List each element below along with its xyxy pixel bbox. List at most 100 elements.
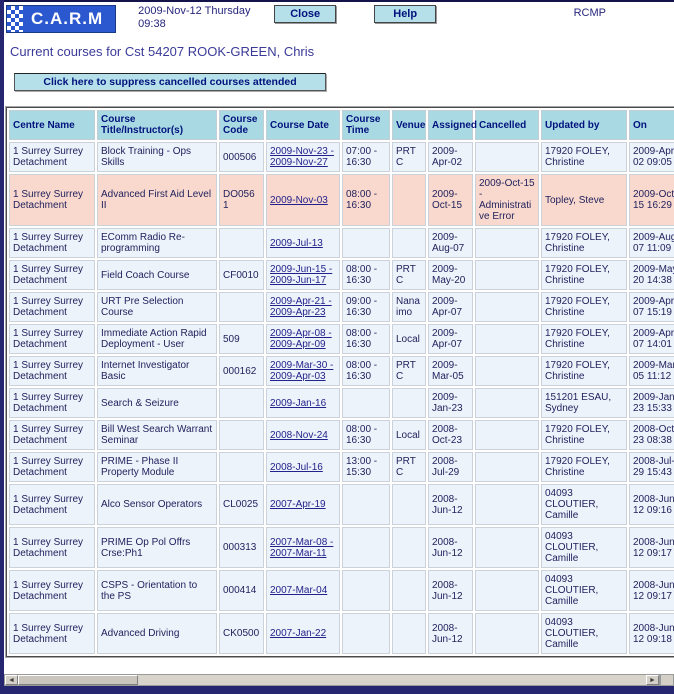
course-code-cell: 000414 bbox=[219, 570, 264, 611]
assigned-cell: 2009-Mar-05 bbox=[428, 356, 473, 386]
on-cell: 2008-Jun-12 09:17 bbox=[629, 570, 674, 611]
assigned-cell: 2009-Aug-07 bbox=[428, 228, 473, 258]
suppress-cancelled-button[interactable]: Click here to suppress cancelled courses… bbox=[14, 73, 326, 91]
current-courses-table: Centre Name Course Title/Instructor(s) Cou… bbox=[5, 106, 674, 658]
course-date-cell: 2009-Apr-08 - 2009-Apr-09 bbox=[266, 324, 340, 354]
assigned-cell: 2009-Jan-23 bbox=[428, 388, 473, 418]
course-date-link[interactable]: 2009-Apr-21 - 2009-Apr-23 bbox=[270, 296, 332, 318]
course-time-cell: 08:00 - 16:30 bbox=[342, 356, 390, 386]
course-date-link[interactable]: 2009-Jan-16 bbox=[270, 397, 327, 409]
horizontal-scrollbar[interactable]: ◄ ► bbox=[4, 674, 660, 686]
window-border-left bbox=[0, 0, 4, 694]
assigned-cell: 2008-Jul-29 bbox=[428, 452, 473, 482]
course-row: 1 Surrey Surrey Detachment Search & Seizu… bbox=[9, 388, 674, 418]
centre-name-cell: 1 Surrey Surrey Detachment bbox=[9, 142, 95, 172]
on-cell: 2009-Jan-23 15:33 bbox=[629, 388, 674, 418]
course-date-cell: 2008-Nov-24 bbox=[266, 420, 340, 450]
course-date-cell: 2008-Jul-16 bbox=[266, 452, 340, 482]
updated-by-cell: Topley, Steve bbox=[541, 174, 627, 226]
column-header: Course Date bbox=[266, 110, 340, 140]
centre-name-cell: 1 Surrey Surrey Detachment bbox=[9, 260, 95, 290]
on-cell: 2009-Aug-07 11:09 bbox=[629, 228, 674, 258]
course-title-cell: URT Pre Selection Course bbox=[97, 292, 217, 322]
course-code-cell: CF0010 bbox=[219, 260, 264, 290]
course-title-cell: Block Training - Ops Skills bbox=[97, 142, 217, 172]
on-cell: 2009-Apr-07 15:19 bbox=[629, 292, 674, 322]
course-code-cell bbox=[219, 420, 264, 450]
course-code-cell: CL0025 bbox=[219, 484, 264, 525]
scroll-right-arrow-icon[interactable]: ► bbox=[646, 675, 659, 685]
venue-cell bbox=[392, 484, 426, 525]
course-code-cell: 509 bbox=[219, 324, 264, 354]
course-code-cell: 000162 bbox=[219, 356, 264, 386]
venue-cell bbox=[392, 174, 426, 226]
course-date-cell: 2007-Mar-04 bbox=[266, 570, 340, 611]
current-courses-title: Current courses for Cst 54207 ROOK-GREEN… bbox=[10, 44, 315, 59]
course-date-link[interactable]: 2007-Mar-08 - 2007-Mar-11 bbox=[270, 536, 334, 559]
course-title-cell: CSPS - Orientation to the PS bbox=[97, 570, 217, 611]
course-time-cell: 07:00 - 16:30 bbox=[342, 142, 390, 172]
course-code-cell: CK0500 bbox=[219, 613, 264, 654]
cancelled-cell bbox=[475, 484, 539, 525]
cancelled-cell bbox=[475, 356, 539, 386]
assigned-cell: 2009-Apr-07 bbox=[428, 292, 473, 322]
centre-name-cell: 1 Surrey Surrey Detachment bbox=[9, 324, 95, 354]
on-cell: 2008-Jul-29 15:43 bbox=[629, 452, 674, 482]
course-row: 1 Surrey Surrey Detachment Alco Sensor Op… bbox=[9, 484, 674, 525]
course-date-link[interactable]: 2008-Nov-24 bbox=[270, 429, 328, 441]
venue-cell bbox=[392, 570, 426, 611]
course-title-cell: Alco Sensor Operators bbox=[97, 484, 217, 525]
course-date-link[interactable]: 2008-Jul-16 bbox=[270, 461, 323, 473]
venue-cell bbox=[392, 527, 426, 568]
cancelled-cell bbox=[475, 260, 539, 290]
centre-name-cell: 1 Surrey Surrey Detachment bbox=[9, 174, 95, 226]
current-time: 09:38 bbox=[138, 18, 166, 30]
cancelled-cell bbox=[475, 324, 539, 354]
course-date-link[interactable]: 2009-Mar-30 - 2009-Apr-03 bbox=[270, 360, 334, 382]
course-row: 1 Surrey Surrey Detachment Block Training… bbox=[9, 142, 674, 172]
course-date-link[interactable]: 2007-Jan-22 bbox=[270, 628, 327, 639]
updated-by-cell: 17920 FOLEY, Christine bbox=[541, 292, 627, 322]
course-date-link[interactable]: 2007-Apr-19 bbox=[270, 499, 326, 510]
course-date-link[interactable]: 2009-Nov-03 bbox=[270, 194, 328, 206]
column-header: Course Title/Instructor(s) bbox=[97, 110, 217, 140]
cancelled-cell bbox=[475, 527, 539, 568]
course-code-cell bbox=[219, 452, 264, 482]
course-row: 1 Surrey Surrey Detachment Advanced First… bbox=[9, 174, 674, 226]
course-time-cell bbox=[342, 228, 390, 258]
scroll-thumb[interactable] bbox=[18, 675, 138, 685]
course-date-cell: 2007-Apr-19 bbox=[266, 484, 340, 525]
cancelled-cell bbox=[475, 292, 539, 322]
course-time-cell: 08:00 - 16:30 bbox=[342, 174, 390, 226]
cancelled-cell: 2009-Oct-15 - Administrative Error bbox=[475, 174, 539, 226]
course-row: 1 Surrey Surrey Detachment URT Pre Select… bbox=[9, 292, 674, 322]
close-button[interactable]: Close bbox=[274, 5, 337, 23]
centre-name-cell: 1 Surrey Surrey Detachment bbox=[9, 484, 95, 525]
column-header: Cancelled bbox=[475, 110, 539, 140]
course-date-link[interactable]: 2009-Apr-08 - 2009-Apr-09 bbox=[270, 328, 332, 350]
centre-name-cell: 1 Surrey Surrey Detachment bbox=[9, 527, 95, 568]
current-courses-header-row: Centre Name Course Title/Instructor(s) Cou… bbox=[9, 110, 674, 140]
course-date-cell: 2009-Jan-16 bbox=[266, 388, 340, 418]
centre-name-cell: 1 Surrey Surrey Detachment bbox=[9, 356, 95, 386]
venue-cell: Local bbox=[392, 420, 426, 450]
course-title-cell: Field Coach Course bbox=[97, 260, 217, 290]
course-title-cell: Advanced Driving bbox=[97, 613, 217, 654]
course-date-cell: 2007-Mar-08 - 2007-Mar-11 bbox=[266, 527, 340, 568]
centre-name-cell: 1 Surrey Surrey Detachment bbox=[9, 570, 95, 611]
venue-cell bbox=[392, 613, 426, 654]
scroll-left-arrow-icon[interactable]: ◄ bbox=[5, 675, 18, 685]
course-date-link[interactable]: 2007-Mar-04 bbox=[270, 585, 328, 596]
org-label: RCMP bbox=[573, 7, 606, 19]
help-button[interactable]: Help bbox=[374, 5, 437, 23]
course-date-link[interactable]: 2009-Jul-13 bbox=[270, 237, 323, 249]
updated-by-cell: 17920 FOLEY, Christine bbox=[541, 142, 627, 172]
venue-cell bbox=[392, 388, 426, 418]
course-date-link[interactable]: 2009-Nov-23 - 2009-Nov-27 bbox=[270, 146, 334, 168]
course-date-link[interactable]: 2009-Jun-15 - 2009-Jun-17 bbox=[270, 264, 333, 286]
cancelled-cell bbox=[475, 228, 539, 258]
scroll-track[interactable] bbox=[138, 675, 646, 685]
on-cell: 2009-Oct-15 16:29 bbox=[629, 174, 674, 226]
course-code-cell: 000313 bbox=[219, 527, 264, 568]
course-code-cell bbox=[219, 388, 264, 418]
